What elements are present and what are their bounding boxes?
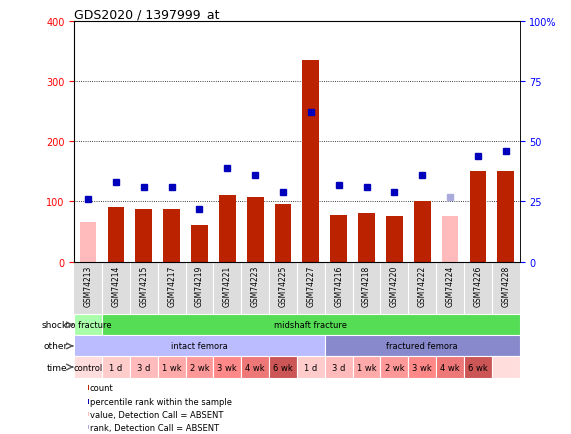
Text: GSM74215: GSM74215 — [139, 265, 148, 306]
Text: 1 d: 1 d — [110, 363, 123, 372]
Text: 6 wk: 6 wk — [273, 363, 293, 372]
Bar — [87, 399, 90, 404]
Text: 3 d: 3 d — [137, 363, 151, 372]
Bar — [352, 357, 380, 378]
Text: 4 wk: 4 wk — [246, 363, 265, 372]
Bar — [436, 357, 464, 378]
Text: 1 wk: 1 wk — [162, 363, 182, 372]
Text: GSM74227: GSM74227 — [306, 265, 315, 306]
Text: count: count — [90, 383, 114, 392]
Bar — [275, 205, 291, 262]
Bar — [414, 202, 431, 262]
Text: 2 wk: 2 wk — [190, 363, 210, 372]
Text: percentile rank within the sample: percentile rank within the sample — [90, 397, 232, 406]
Bar — [380, 357, 408, 378]
Bar — [269, 357, 297, 378]
Text: 3 wk: 3 wk — [218, 363, 237, 372]
Bar — [74, 315, 102, 335]
Bar — [186, 357, 214, 378]
Text: GSM74220: GSM74220 — [390, 265, 399, 306]
Text: GSM74225: GSM74225 — [279, 265, 288, 306]
Text: GDS2020 / 1397999_at: GDS2020 / 1397999_at — [74, 7, 220, 20]
Text: GSM74219: GSM74219 — [195, 265, 204, 306]
Bar — [87, 412, 90, 417]
Bar — [247, 197, 264, 262]
Bar — [325, 335, 520, 357]
Bar — [87, 425, 90, 430]
Text: fractured femora: fractured femora — [387, 342, 458, 351]
Text: 3 d: 3 d — [332, 363, 345, 372]
Bar — [358, 214, 375, 262]
Text: time: time — [47, 363, 67, 372]
Text: midshaft fracture: midshaft fracture — [274, 321, 347, 329]
Bar — [135, 209, 152, 262]
Bar — [214, 357, 241, 378]
Text: value, Detection Call = ABSENT: value, Detection Call = ABSENT — [90, 410, 223, 419]
Bar — [330, 215, 347, 262]
Bar — [191, 226, 208, 262]
Bar — [497, 172, 514, 262]
Bar — [74, 357, 102, 378]
Text: GSM74228: GSM74228 — [501, 265, 510, 306]
Bar — [219, 196, 236, 262]
Bar — [130, 357, 158, 378]
Bar — [325, 357, 353, 378]
Bar — [464, 357, 492, 378]
Text: 6 wk: 6 wk — [468, 363, 488, 372]
Text: 3 wk: 3 wk — [412, 363, 432, 372]
Text: GSM74214: GSM74214 — [111, 265, 120, 306]
Text: 4 wk: 4 wk — [440, 363, 460, 372]
Text: 2 wk: 2 wk — [384, 363, 404, 372]
Text: GSM74226: GSM74226 — [473, 265, 482, 306]
Text: 1 wk: 1 wk — [357, 363, 376, 372]
Bar — [469, 172, 486, 262]
Text: rank, Detection Call = ABSENT: rank, Detection Call = ABSENT — [90, 423, 219, 432]
Text: GSM74217: GSM74217 — [167, 265, 176, 306]
Bar — [442, 217, 459, 262]
Text: control: control — [74, 363, 103, 372]
Bar — [74, 335, 325, 357]
Text: GSM74213: GSM74213 — [83, 265, 93, 306]
Bar — [492, 357, 520, 378]
Text: GSM74222: GSM74222 — [417, 265, 427, 306]
Bar — [102, 357, 130, 378]
Text: other: other — [43, 342, 67, 351]
Bar — [297, 357, 325, 378]
Bar — [80, 223, 96, 262]
Text: intact femora: intact femora — [171, 342, 228, 351]
Bar — [386, 217, 403, 262]
Bar — [241, 357, 269, 378]
Text: GSM74218: GSM74218 — [362, 265, 371, 306]
Text: shock: shock — [42, 321, 67, 329]
Text: GSM74221: GSM74221 — [223, 265, 232, 306]
Bar — [87, 385, 90, 390]
Bar — [107, 208, 124, 262]
Bar — [408, 357, 436, 378]
Text: no fracture: no fracture — [65, 321, 111, 329]
Bar — [163, 209, 180, 262]
Bar — [158, 357, 186, 378]
Text: GSM74223: GSM74223 — [251, 265, 260, 306]
Bar — [303, 61, 319, 262]
Text: 1 d: 1 d — [304, 363, 317, 372]
Text: GSM74216: GSM74216 — [334, 265, 343, 306]
Text: GSM74224: GSM74224 — [445, 265, 455, 306]
